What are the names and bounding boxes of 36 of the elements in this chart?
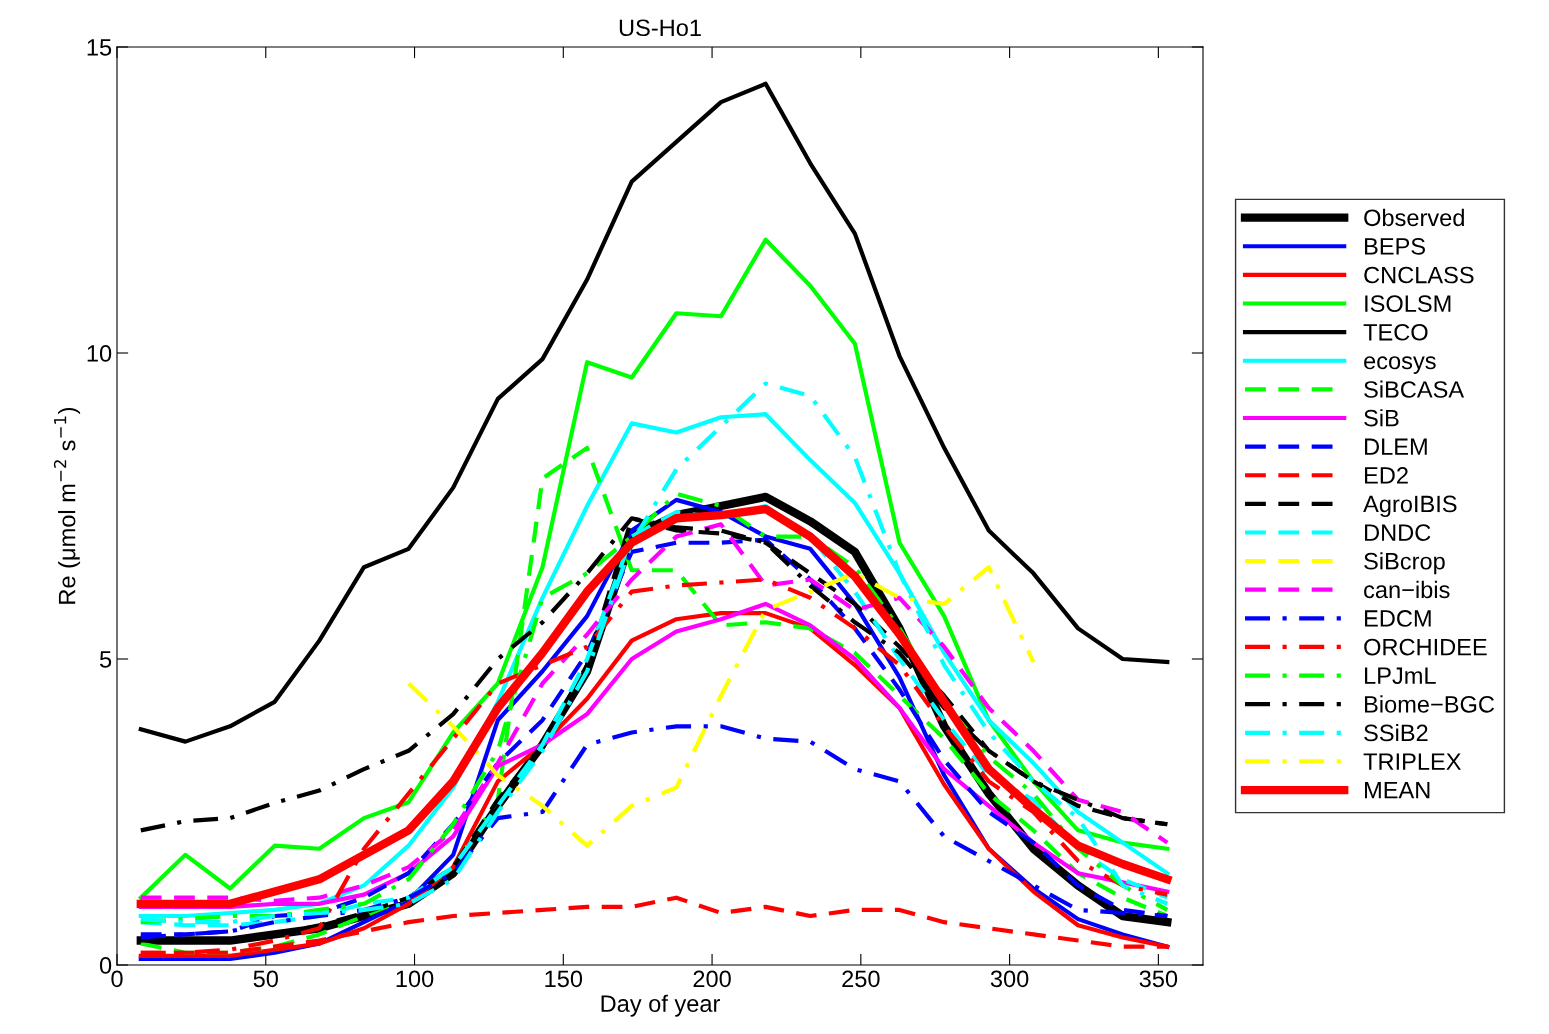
legend-label: ecosys (1364, 356, 1436, 374)
legend-label: Observed (1364, 208, 1464, 227)
chart-title: US-Ho1 (619, 19, 701, 37)
legend-label: CNCLASS (1364, 266, 1474, 284)
x-tick-label: 100 (396, 970, 434, 988)
legend-label: SiB (1364, 409, 1399, 427)
y-tick-label: 0 (99, 957, 112, 974)
legend-label: EDCM (1365, 610, 1431, 627)
x-tick-label: 300 (990, 970, 1029, 988)
x-tick-label: 200 (693, 970, 731, 988)
x-tick-label: 0 (111, 970, 123, 988)
legend-label: AgroIBIS (1363, 495, 1457, 518)
y-axis-title: Re (μmol m$^{−2}$ s$^{−1}$) (53, 407, 81, 604)
legend-label: ED2 (1365, 467, 1408, 484)
y-tick-label: 5 (99, 651, 112, 668)
legend-label: DLEM (1365, 438, 1427, 455)
legend-label: can−ibis (1364, 580, 1450, 599)
x-tick-label: 150 (545, 970, 583, 988)
legend-label: SiBcrop (1364, 552, 1445, 575)
x-tick-label: 50 (253, 970, 278, 988)
legend-label: DNDC (1365, 524, 1431, 541)
x-tick-label: 350 (1139, 970, 1178, 988)
legend-label: SSiB2 (1364, 723, 1428, 742)
legend-label: TRIPLEX (1363, 753, 1461, 770)
legend-label: ORCHIDEE (1364, 638, 1487, 656)
legend-label: BEPS (1365, 238, 1425, 255)
x-axis-title: Day of year (601, 994, 720, 1017)
legend-label: LPJmL (1365, 667, 1436, 685)
legend-label: MEAN (1365, 782, 1430, 799)
y-tick-label: 10 (87, 345, 112, 362)
legend-label: Biome−BGC (1365, 695, 1495, 713)
y-tick-label: 15 (87, 39, 112, 56)
legend-label: TECO (1363, 323, 1428, 341)
legend-label: SiBCASA (1364, 380, 1465, 398)
legend-label: ISOLSM (1365, 295, 1451, 312)
x-tick-label: 250 (842, 970, 880, 988)
